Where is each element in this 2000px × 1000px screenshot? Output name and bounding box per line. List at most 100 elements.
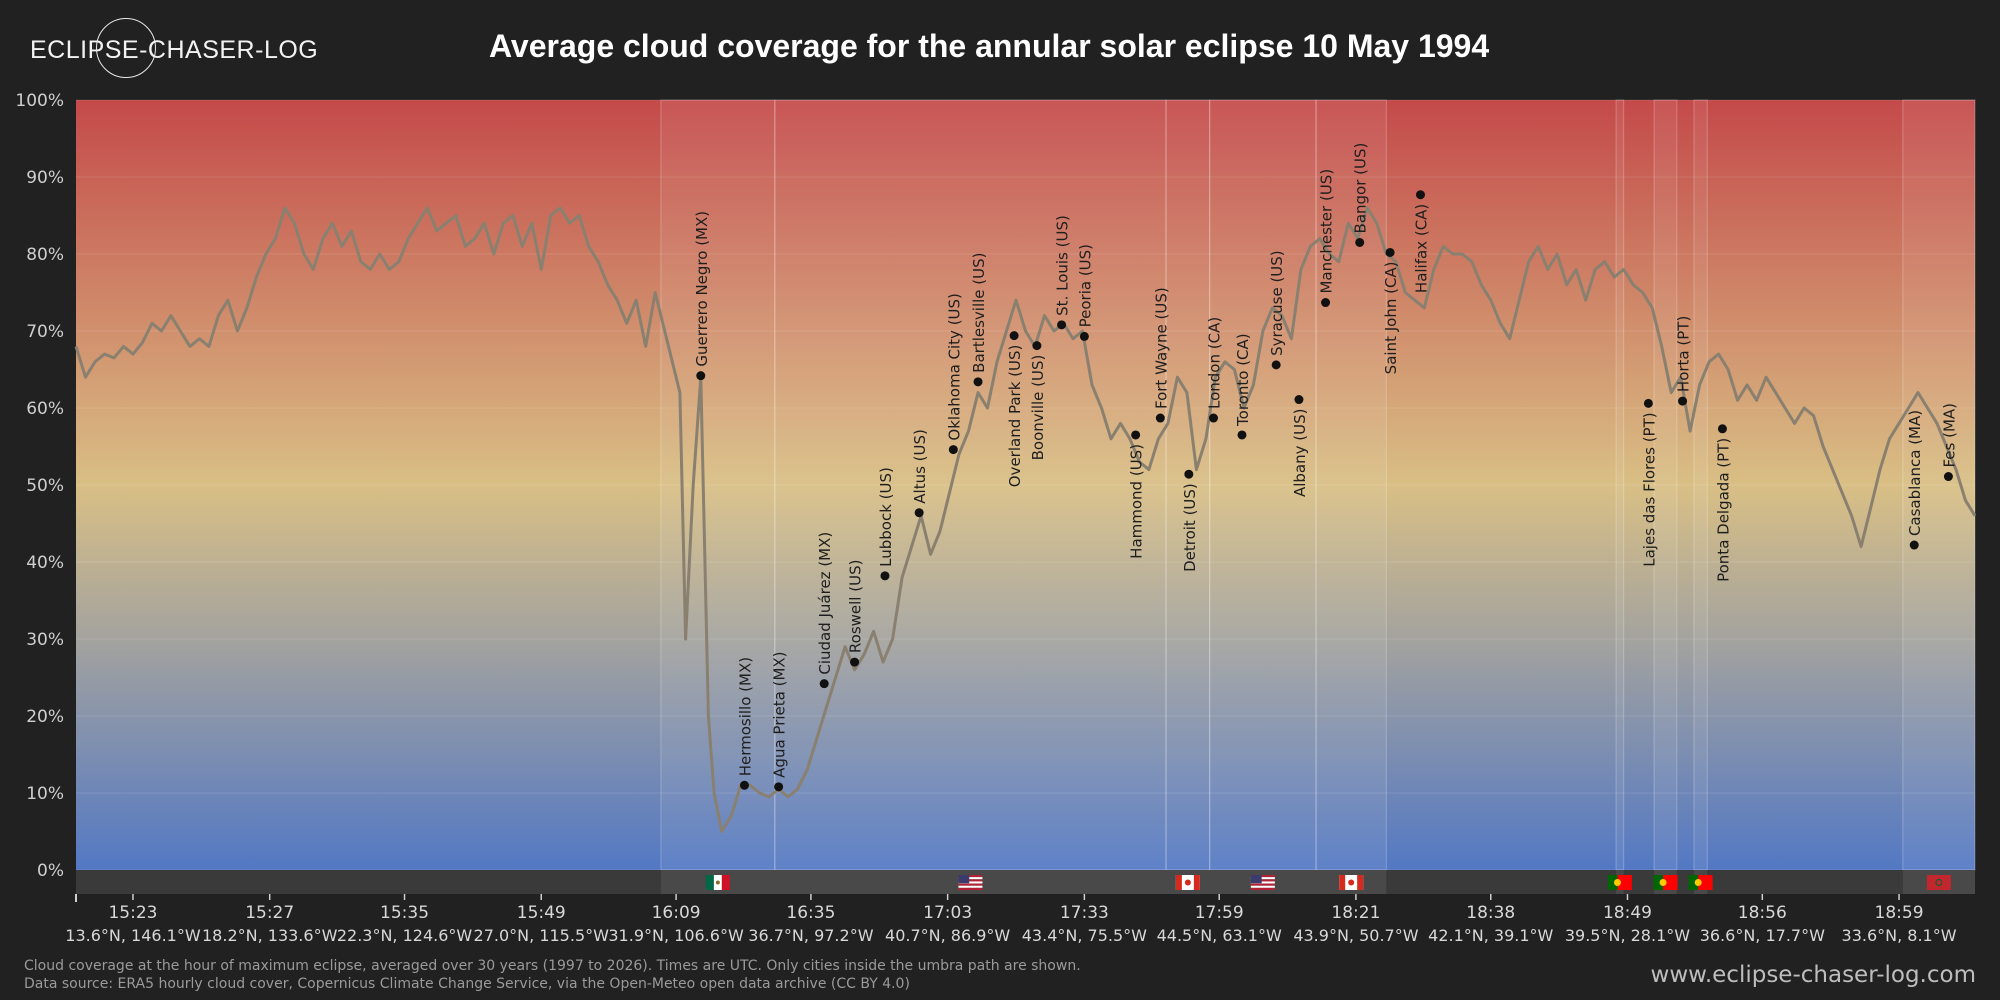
- city-marker[interactable]: [1057, 320, 1067, 330]
- city-marker[interactable]: [880, 571, 890, 581]
- city-label: Hammond (US): [1128, 444, 1146, 559]
- city-label: Overland Park (US): [1006, 345, 1024, 488]
- brand-logo: ECLIPSE-CHASER-LOG: [30, 18, 319, 80]
- city-label: Detroit (US): [1181, 483, 1199, 572]
- city-label: Altus (US): [911, 429, 929, 504]
- portugal-flag-icon: [1688, 875, 1713, 890]
- x-tick-time: 15:35: [380, 903, 429, 923]
- x-tick-time: 18:49: [1603, 903, 1652, 923]
- city-marker[interactable]: [1717, 424, 1727, 434]
- x-tick-coordinate: 43.4°N, 75.5°W: [1022, 926, 1147, 945]
- usa-flag-icon: [1250, 875, 1275, 890]
- city-label: Bartlesville (US): [970, 252, 988, 372]
- city-label: Roswell (US): [847, 560, 865, 654]
- y-tick-label: 10%: [26, 784, 64, 804]
- city-marker[interactable]: [1321, 298, 1331, 308]
- y-tick-label: 70%: [26, 322, 64, 342]
- x-tick-coordinate: 33.6°N, 8.1°W: [1842, 926, 1957, 945]
- x-tick-time: 16:09: [652, 903, 701, 923]
- city-marker[interactable]: [1184, 469, 1194, 479]
- x-tick-coordinate: 42.1°N, 39.1°W: [1428, 926, 1553, 945]
- city-marker[interactable]: [1294, 395, 1304, 405]
- brand-name: ECLIPSE-CHASER-LOG: [30, 35, 319, 64]
- city-marker[interactable]: [973, 377, 983, 387]
- city-marker[interactable]: [1355, 237, 1365, 247]
- x-tick-time: 17:03: [923, 903, 972, 923]
- x-tick-coordinate: 31.9°N, 106.6°W: [608, 926, 744, 945]
- city-label: Oklahoma City (US): [945, 293, 963, 440]
- y-tick-label: 80%: [26, 245, 64, 265]
- x-tick-coordinate: 22.3°N, 124.6°W: [337, 926, 473, 945]
- city-marker[interactable]: [1209, 413, 1219, 423]
- x-tick-time: 17:33: [1060, 903, 1109, 923]
- city-marker[interactable]: [914, 508, 924, 518]
- x-tick-coordinate: 44.5°N, 63.1°W: [1157, 926, 1282, 945]
- city-marker[interactable]: [1678, 396, 1688, 406]
- x-tick-coordinate: 27.0°N, 115.5°W: [474, 926, 610, 945]
- city-label: Ponta Delgada (PT): [1714, 438, 1732, 582]
- city-marker[interactable]: [739, 780, 749, 790]
- x-tick-coordinate: 40.7°N, 86.9°W: [885, 926, 1010, 945]
- y-tick-label: 0%: [37, 861, 64, 881]
- city-marker[interactable]: [1271, 360, 1281, 370]
- city-label: Fort Wayne (US): [1152, 287, 1170, 409]
- city-marker[interactable]: [850, 657, 860, 667]
- city-label: London (CA): [1206, 317, 1224, 409]
- y-tick-label: 60%: [26, 399, 64, 419]
- canada-flag-icon: [1175, 875, 1200, 890]
- x-tick-time: 15:49: [517, 903, 566, 923]
- city-marker[interactable]: [1009, 331, 1019, 341]
- city-label: Agua Prieta (MX): [771, 651, 789, 777]
- country-region-ca: [1165, 99, 1211, 871]
- city-marker[interactable]: [1079, 331, 1089, 341]
- city-marker[interactable]: [1909, 540, 1919, 550]
- city-marker[interactable]: [1032, 341, 1042, 351]
- city-label: Ciudad Juárez (MX): [816, 532, 834, 675]
- x-tick-coordinate: 36.7°N, 97.2°W: [748, 926, 873, 945]
- x-tick-time: 18:38: [1466, 903, 1515, 923]
- city-label: Lubbock (US): [877, 467, 895, 567]
- city-marker[interactable]: [696, 371, 706, 381]
- city-marker[interactable]: [1385, 247, 1395, 257]
- usa-flag-icon: [958, 875, 983, 890]
- country-region-us: [774, 99, 1167, 871]
- x-tick-coordinate: 36.6°N, 17.7°W: [1700, 926, 1825, 945]
- y-tick-label: 30%: [26, 630, 64, 650]
- x-tick-time: 18:21: [1331, 903, 1380, 923]
- city-label: Halifax (CA): [1412, 204, 1430, 293]
- x-tick-coordinate: 13.6°N, 146.1°W: [65, 926, 201, 945]
- mexico-flag-icon: [705, 875, 730, 890]
- city-marker[interactable]: [948, 445, 958, 455]
- city-label: Syracuse (US): [1268, 250, 1286, 356]
- x-tick-time: 18:59: [1875, 903, 1924, 923]
- city-label: Albany (US): [1291, 409, 1309, 498]
- country-region-ma: [1902, 99, 1976, 871]
- website-link[interactable]: www.eclipse-chaser-log.com: [1650, 962, 1976, 988]
- x-tick-coordinate: 43.9°N, 50.7°W: [1293, 926, 1418, 945]
- city-marker[interactable]: [1643, 398, 1653, 408]
- city-marker[interactable]: [819, 679, 829, 689]
- x-tick-coordinate: 18.2°N, 133.6°W: [202, 926, 338, 945]
- city-marker[interactable]: [1155, 413, 1165, 423]
- x-tick-time: 15:27: [245, 903, 294, 923]
- city-marker[interactable]: [1237, 430, 1247, 440]
- portugal-flag-icon: [1653, 875, 1678, 890]
- city-marker[interactable]: [774, 782, 784, 792]
- city-label: Peoria (US): [1076, 244, 1094, 327]
- portugal-flag-icon: [1607, 875, 1632, 890]
- city-label: Casablanca (MA): [1906, 410, 1924, 536]
- city-marker[interactable]: [1131, 430, 1141, 440]
- x-tick-time: 17:59: [1195, 903, 1244, 923]
- canada-flag-icon: [1339, 875, 1364, 890]
- city-label: St. Louis (US): [1054, 215, 1072, 316]
- y-tick-label: 90%: [26, 168, 64, 188]
- city-marker[interactable]: [1415, 190, 1425, 200]
- city-label: Fes (MA): [1940, 403, 1958, 468]
- x-tick-coordinate: 39.5°N, 28.1°W: [1565, 926, 1690, 945]
- y-tick-label: 50%: [26, 476, 64, 496]
- brand-ring-icon: [96, 18, 156, 78]
- city-label: Lajes das Flores (PT): [1640, 412, 1658, 566]
- morocco-flag-icon: [1926, 875, 1951, 890]
- city-marker[interactable]: [1943, 472, 1953, 482]
- chart-title: Average cloud coverage for the annular s…: [489, 28, 1490, 64]
